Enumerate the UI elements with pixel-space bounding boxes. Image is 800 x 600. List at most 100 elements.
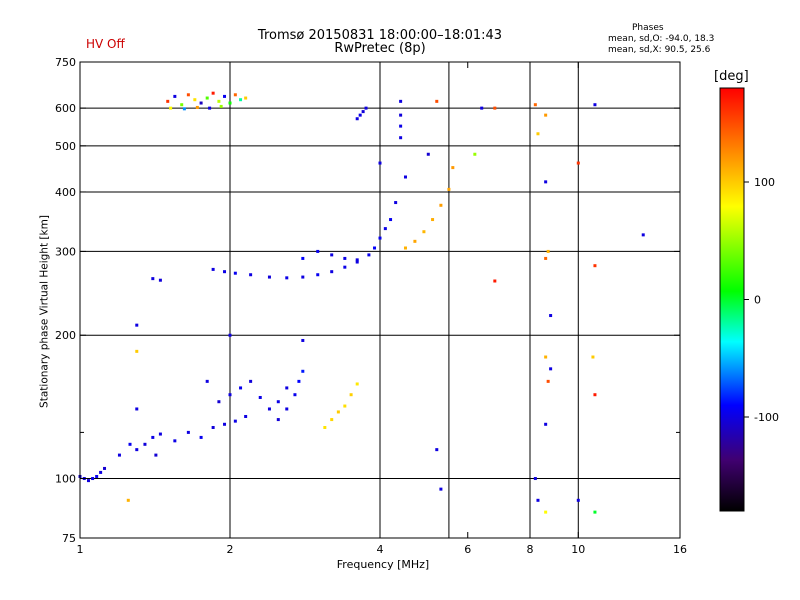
data-point <box>128 442 132 446</box>
data-point <box>591 355 595 359</box>
data-point <box>316 273 320 277</box>
data-point <box>211 267 215 271</box>
x-tick-label: 4 <box>377 543 384 556</box>
data-point <box>233 93 237 97</box>
data-point <box>158 432 162 436</box>
colorbar-tick-label: 0 <box>754 294 761 307</box>
data-point <box>593 510 597 514</box>
data-point <box>99 470 103 474</box>
data-point <box>361 110 365 114</box>
data-point <box>195 105 199 109</box>
data-point <box>355 260 359 264</box>
data-point <box>285 407 289 411</box>
data-point <box>422 230 426 234</box>
colorbar-tick-label: -100 <box>754 411 779 424</box>
data-point <box>126 498 130 502</box>
colorbar-unit: [deg] <box>714 69 749 84</box>
data-point <box>169 106 173 110</box>
data-point <box>323 425 327 429</box>
data-point <box>544 510 548 514</box>
data-point <box>316 249 320 253</box>
data-point <box>549 367 553 371</box>
data-point <box>276 400 280 404</box>
data-point <box>208 106 212 110</box>
data-point <box>233 271 237 275</box>
data-point <box>641 233 645 237</box>
data-point <box>91 477 95 481</box>
data-point <box>549 314 553 318</box>
data-point <box>544 180 548 184</box>
data-point <box>239 386 243 390</box>
data-point <box>135 323 139 327</box>
data-point <box>86 479 90 483</box>
x-tick-label: 16 <box>673 543 687 556</box>
data-point <box>330 270 334 274</box>
data-point <box>399 124 403 128</box>
y-axis-label: Stationary phase Virtual Height [km] <box>38 215 51 408</box>
data-point <box>403 175 407 179</box>
data-point <box>249 379 253 383</box>
data-point <box>389 218 393 222</box>
x-axis-label: Frequency [MHz] <box>336 558 430 571</box>
data-point <box>151 277 155 281</box>
data-point <box>355 258 359 262</box>
data-point <box>239 98 243 102</box>
data-point <box>199 101 203 105</box>
data-point <box>544 422 548 426</box>
x-tick-label: 10 <box>571 543 585 556</box>
data-point <box>413 239 417 243</box>
data-point <box>358 113 362 117</box>
data-point <box>117 453 121 457</box>
x-tick-label: 1 <box>77 543 84 556</box>
data-point <box>173 94 177 98</box>
data-point <box>364 106 368 110</box>
data-point <box>135 448 139 452</box>
data-point <box>378 161 382 165</box>
data-point <box>301 275 305 279</box>
data-point <box>276 418 280 422</box>
data-point <box>367 253 371 257</box>
phases-label: Phases <box>632 23 664 33</box>
data-point <box>546 249 550 253</box>
colorbar-tick-label: 100 <box>754 176 775 189</box>
y-tick-label: 600 <box>55 102 76 115</box>
data-point <box>355 382 359 386</box>
data-point <box>435 448 439 452</box>
data-point <box>297 379 301 383</box>
data-point <box>593 103 597 107</box>
data-point <box>267 407 271 411</box>
data-point <box>285 386 289 390</box>
data-point <box>355 117 359 121</box>
data-point <box>301 338 305 342</box>
data-point <box>158 278 162 282</box>
data-point <box>439 487 443 491</box>
data-point <box>258 395 262 399</box>
data-points <box>78 91 645 514</box>
data-point <box>103 466 107 470</box>
data-point <box>349 393 353 397</box>
data-point <box>301 369 305 373</box>
data-point <box>399 99 403 103</box>
data-point <box>576 498 580 502</box>
data-point <box>228 101 232 105</box>
data-point <box>378 236 382 240</box>
data-point <box>546 379 550 383</box>
data-point <box>223 422 227 426</box>
data-point <box>244 96 248 100</box>
data-point <box>536 498 540 502</box>
data-point <box>135 349 139 353</box>
data-point <box>439 203 443 207</box>
data-point <box>451 166 455 170</box>
data-point <box>199 435 203 439</box>
data-point <box>217 99 221 103</box>
data-point <box>249 273 253 277</box>
data-point <box>143 442 147 446</box>
data-point <box>173 439 177 443</box>
data-point <box>373 246 377 250</box>
data-point <box>186 93 190 97</box>
data-point <box>473 152 477 156</box>
y-tick-label: 100 <box>55 473 76 486</box>
data-point <box>217 400 221 404</box>
data-point <box>223 94 227 98</box>
